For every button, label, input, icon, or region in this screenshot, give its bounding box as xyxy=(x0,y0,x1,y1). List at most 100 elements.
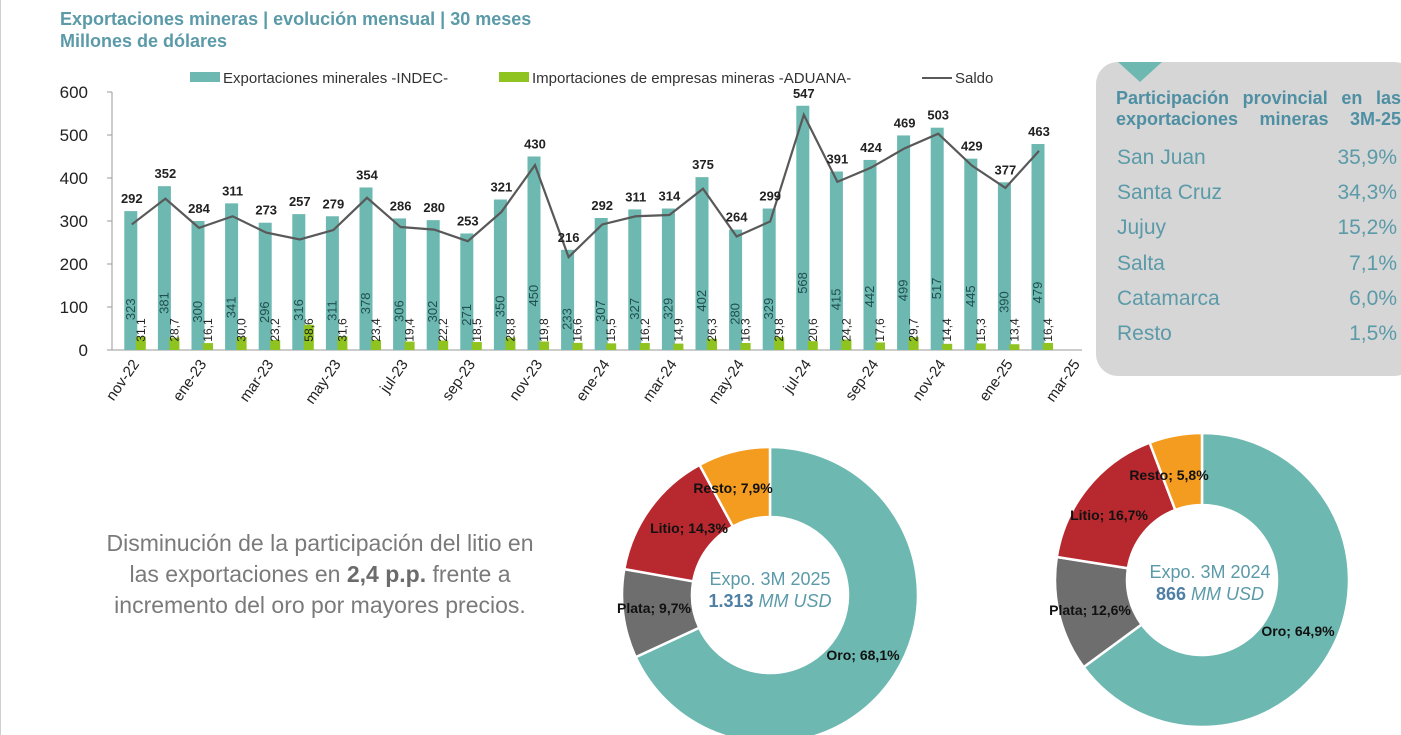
import-bar xyxy=(606,343,617,350)
export-bar xyxy=(796,105,810,350)
province-name: Santa Cruz xyxy=(1117,181,1223,205)
x-tick-label: jul-24 xyxy=(780,357,816,398)
saldo-value-label: 354 xyxy=(356,167,378,182)
donut-2025-center-title: Expo. 3M 2025 xyxy=(709,569,831,589)
saldo-value-label: 352 xyxy=(155,166,177,181)
y-tick-label: 0 xyxy=(79,341,88,360)
export-bar xyxy=(493,199,507,350)
x-tick-label: sep-24 xyxy=(842,357,882,404)
province-share: 35,9% xyxy=(1337,146,1397,169)
y-tick-label: 400 xyxy=(60,169,88,188)
import-bar xyxy=(975,343,986,350)
saldo-value-label: 377 xyxy=(995,162,1017,177)
export-bar-label: 479 xyxy=(1030,282,1045,304)
import-bar xyxy=(841,339,852,350)
left-border-line xyxy=(0,0,1,735)
saldo-value-label: 273 xyxy=(255,203,277,218)
import-bar xyxy=(673,343,684,350)
export-bar-label: 517 xyxy=(929,278,944,300)
export-bar xyxy=(762,208,776,350)
export-bar-label: 442 xyxy=(862,286,877,308)
export-bar-label: 341 xyxy=(224,296,239,318)
import-bar xyxy=(236,337,247,350)
export-bar-label: 329 xyxy=(761,298,776,320)
export-bar xyxy=(897,135,911,350)
export-bar xyxy=(1031,144,1045,350)
donut-2024-center-unit: MM USD xyxy=(1191,584,1265,604)
y-tick-label: 200 xyxy=(60,255,88,274)
x-tick-label: ene-23 xyxy=(170,357,211,405)
import-bar xyxy=(337,336,348,350)
import-bar xyxy=(639,343,650,350)
export-bar xyxy=(258,222,272,350)
saldo-value-label: 391 xyxy=(827,152,849,167)
saldo-value-label: 469 xyxy=(894,115,916,130)
import-bar-label: 16,4 xyxy=(1041,318,1055,342)
import-bar xyxy=(774,337,785,350)
provincial-row: Catamarca 6,0% xyxy=(1117,287,1397,317)
donut-slice-label: Litio; 16,7% xyxy=(1070,507,1148,523)
saldo-value-label: 430 xyxy=(524,137,546,152)
note-highlight: 2,4 p.p. xyxy=(346,561,427,587)
province-name: Catamarca xyxy=(1117,286,1220,310)
legend-label: Exportaciones minerales -INDEC- xyxy=(223,70,448,87)
saldo-value-label: 503 xyxy=(927,108,949,123)
import-bar-label: 58,6 xyxy=(302,318,316,342)
x-tick-label: mar-24 xyxy=(639,357,680,406)
saldo-line xyxy=(131,111,1040,260)
x-tick-label: may-24 xyxy=(705,357,748,408)
province-name: San Juan xyxy=(1117,146,1206,169)
donut-chart-2025: Oro; 68,1% Plata; 9,7% Litio; 14,3% Resto; … xyxy=(617,445,920,735)
import-bar xyxy=(135,336,146,350)
y-axis: 0 100 200 300 400 500 600 xyxy=(60,83,113,360)
saldo-value-label: 280 xyxy=(423,200,445,215)
export-bar xyxy=(527,156,541,350)
y-tick-label: 500 xyxy=(60,126,88,145)
x-tick-label: sep-23 xyxy=(439,357,479,404)
import-bar xyxy=(908,337,919,350)
saldo-value-label: 253 xyxy=(457,213,479,228)
donut-chart-2024: Oro; 64,9% Plata; 12,6% Litio; 16,7% Resto;… xyxy=(1049,431,1351,729)
export-bar-label: 271 xyxy=(459,304,474,326)
export-bar-label: 378 xyxy=(358,293,373,315)
donut-2025-center-unit: MM USD xyxy=(758,591,832,611)
donut-slice-label: Oro; 64,9% xyxy=(1261,623,1335,639)
import-bar-label: 17,6 xyxy=(873,318,887,342)
y-tick-label: 100 xyxy=(60,298,88,317)
import-bar-label: 19,4 xyxy=(403,318,417,342)
export-bar xyxy=(393,218,407,350)
import-bar-label: 28,7 xyxy=(167,318,181,342)
saldo-value-label: 424 xyxy=(860,140,882,155)
export-bar-label: 307 xyxy=(593,300,608,322)
import-bar-label: 29,7 xyxy=(907,318,921,342)
export-bar-label: 302 xyxy=(425,301,440,323)
chart-title-block: Exportaciones mineras | evolución mensua… xyxy=(60,8,531,52)
export-bar-label: 450 xyxy=(526,285,541,307)
donut-slice xyxy=(1147,431,1204,512)
provincial-share-panel xyxy=(1096,62,1401,376)
export-bar-label: 306 xyxy=(392,300,407,322)
export-bar-label: 381 xyxy=(156,292,171,314)
import-bar-label: 20,6 xyxy=(806,318,820,342)
x-tick-label: nov-23 xyxy=(506,357,546,404)
export-bar-label: 323 xyxy=(123,298,138,320)
saldo-value-label: 264 xyxy=(726,210,748,225)
x-tick-label: mar-23 xyxy=(236,357,277,406)
export-bar-label: 233 xyxy=(560,308,575,330)
import-bar xyxy=(740,342,751,350)
donut-2024-center-title: Expo. 3M 2024 xyxy=(1149,562,1271,582)
import-bar-label: 18,5 xyxy=(470,318,484,342)
x-tick-label: ene-24 xyxy=(573,357,614,405)
donut-slice-label: Resto; 7,9% xyxy=(693,480,773,496)
import-bar-label: 28,8 xyxy=(503,318,517,342)
import-bar xyxy=(1043,342,1053,350)
export-bar xyxy=(930,127,944,350)
province-share: 15,2% xyxy=(1337,216,1397,240)
export-bar-label: 415 xyxy=(828,289,843,311)
panel-notch-triangle xyxy=(1118,62,1162,82)
export-bar xyxy=(594,217,608,350)
x-tick-label: mar-25 xyxy=(1043,357,1084,406)
x-tick-label: may-23 xyxy=(302,357,345,408)
provincial-row: Santa Cruz 34,3% xyxy=(1117,181,1397,211)
provincial-row: Jujuy 15,2% xyxy=(1117,216,1397,246)
